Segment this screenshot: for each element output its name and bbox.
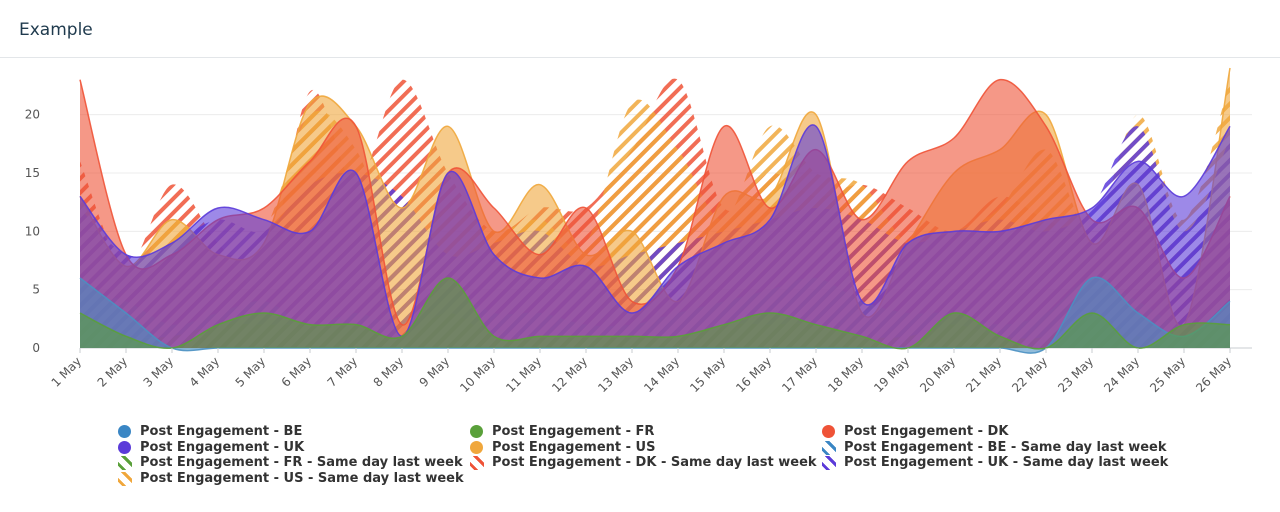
series-area-post-engagement-uk bbox=[80, 124, 1230, 348]
legend-stripe-icon bbox=[118, 456, 132, 470]
x-tick-label: 11 May bbox=[503, 354, 544, 395]
x-tick-label: 15 May bbox=[687, 354, 728, 395]
series-areas bbox=[79, 67, 1231, 354]
x-tick-label: 2 May bbox=[95, 354, 131, 390]
x-tick-label: 14 May bbox=[641, 354, 682, 395]
x-tick-label: 9 May bbox=[417, 354, 453, 390]
legend-dot-icon bbox=[470, 440, 483, 454]
legend-label: Post Engagement - FR - Same day last wee… bbox=[140, 455, 463, 470]
series-line-post-engagement-uk bbox=[79, 124, 1231, 338]
legend-stripe-icon bbox=[470, 456, 484, 470]
x-tick-label: 18 May bbox=[825, 354, 866, 395]
legend-dot-icon bbox=[118, 425, 131, 438]
x-tick-label: 26 May bbox=[1193, 354, 1234, 395]
x-tick-label: 19 May bbox=[871, 354, 912, 395]
x-tick-label: 22 May bbox=[1009, 354, 1050, 395]
x-tick-label: 10 May bbox=[457, 354, 498, 395]
x-tick-label: 12 May bbox=[549, 354, 590, 395]
x-tick-label: 4 May bbox=[187, 354, 223, 390]
area-chart: 0 5 10 15 20 1 May 2 May 3 May 4 May 5 May 6 May 7 … bbox=[25, 67, 1252, 395]
x-tick-label: 23 May bbox=[1055, 354, 1096, 395]
legend-stripe-icon bbox=[118, 471, 132, 486]
legend-label: Post Engagement - US - Same day last wee… bbox=[140, 470, 464, 486]
x-tick-label: 8 May bbox=[371, 354, 407, 390]
x-tick-label: 16 May bbox=[733, 354, 774, 395]
x-tick-label: 25 May bbox=[1147, 354, 1188, 395]
x-tick-label: 1 May bbox=[49, 354, 85, 390]
legend-label: Post Engagement - BE bbox=[140, 424, 303, 439]
legend-label: Post Engagement - UK bbox=[140, 439, 305, 455]
x-tick-label: 13 May bbox=[595, 354, 636, 395]
x-tick-label: 20 May bbox=[917, 354, 958, 395]
x-tick-label: 7 May bbox=[325, 354, 361, 390]
x-tick-label: 5 May bbox=[233, 354, 269, 390]
legend-label: Post Engagement - FR bbox=[492, 424, 655, 439]
legend-label: Post Engagement - UK - Same day last wee… bbox=[844, 455, 1169, 470]
x-tick-label: 6 May bbox=[279, 354, 315, 390]
y-tick-label: 0 bbox=[32, 341, 40, 355]
legend-dot-icon bbox=[822, 425, 835, 438]
x-tick-label: 17 May bbox=[779, 354, 820, 395]
y-tick-label: 20 bbox=[25, 108, 40, 122]
x-tick-label: 24 May bbox=[1101, 354, 1142, 395]
legend-dot-icon bbox=[118, 440, 131, 454]
panel-title: Example bbox=[19, 20, 93, 40]
legend-label: Post Engagement - DK bbox=[844, 424, 1009, 439]
legend-stripe-icon bbox=[822, 456, 836, 470]
x-tick-label: 3 May bbox=[141, 354, 177, 390]
legend-label: Post Engagement - BE - Same day last wee… bbox=[844, 439, 1167, 455]
series-area-post-engagement-fr bbox=[80, 278, 1230, 349]
y-tick-label: 10 bbox=[25, 224, 40, 238]
panel-header: Example bbox=[0, 0, 1280, 58]
legend-dot-icon bbox=[470, 425, 483, 438]
y-tick-label: 15 bbox=[25, 166, 40, 180]
x-tick-label: 21 May bbox=[963, 354, 1004, 395]
series-line-post-engagement-dk bbox=[79, 78, 1231, 326]
legend-stripe-icon bbox=[822, 440, 836, 455]
legend-label: Post Engagement - US bbox=[492, 439, 656, 455]
y-tick-label: 5 bbox=[32, 283, 40, 297]
legend-label: Post Engagement - DK - Same day last wee… bbox=[492, 455, 817, 470]
